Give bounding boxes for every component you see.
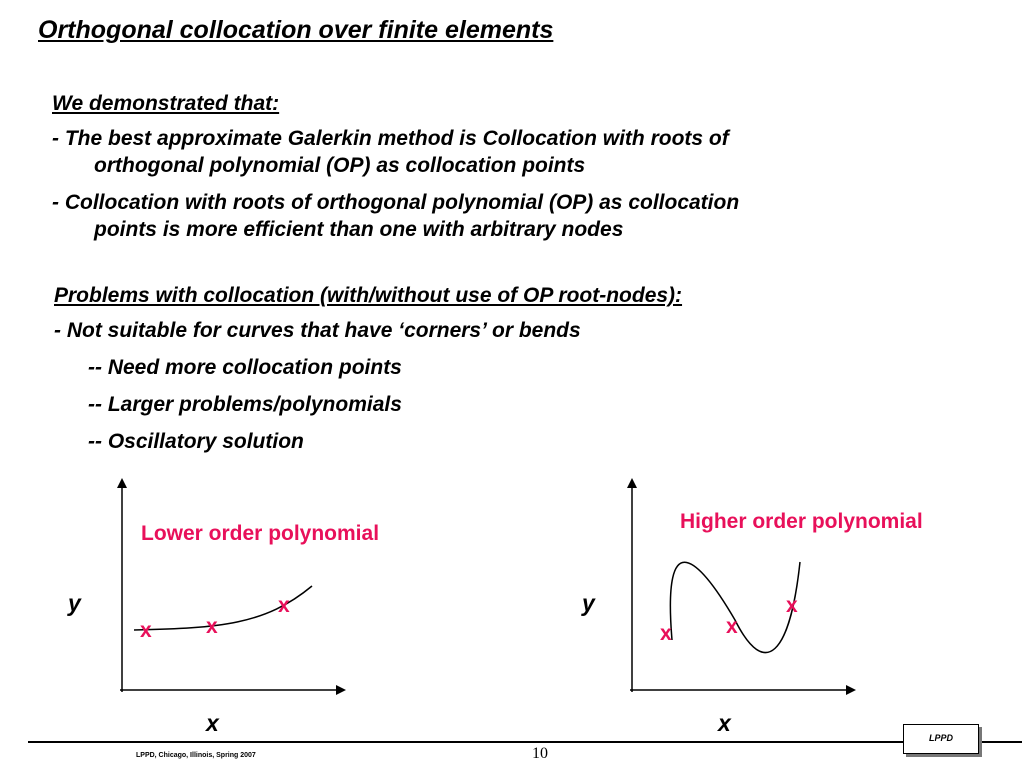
left-plot-label: Lower order polynomial <box>141 522 380 545</box>
left-curve <box>133 585 313 631</box>
right-marker-1: x <box>660 622 672 645</box>
lppd-logo: LPPD <box>903 724 979 754</box>
section-heading-demonstrated: We demonstrated that: <box>52 92 280 115</box>
bullet-corners: - Not suitable for curves that have ‘cor… <box>54 319 581 342</box>
right-marker-3: x <box>786 594 798 617</box>
section-heading-problems: Problems with collocation (with/without … <box>54 284 683 307</box>
left-marker-1: x <box>140 619 152 642</box>
bullet-galerkin-line1: - The best approximate Galerkin method i… <box>52 127 729 150</box>
page-number: 10 <box>532 745 548 762</box>
right-plot-label: Higher order polynomial <box>680 510 923 533</box>
sub-bullet-more-points: -- Need more collocation points <box>88 356 402 379</box>
bullet-efficiency-line1: - Collocation with roots of orthogonal p… <box>52 191 740 214</box>
left-marker-2: x <box>206 615 218 638</box>
slide-title: Orthogonal collocation over finite eleme… <box>38 16 554 44</box>
right-marker-2: x <box>726 615 738 638</box>
lppd-logo-text: LPPD <box>928 733 953 743</box>
right-y-label: y <box>582 590 595 616</box>
left-y-label: y <box>68 590 81 616</box>
right-curve <box>669 561 801 654</box>
left-x-label: x <box>206 710 219 736</box>
bullet-galerkin-line2: orthogonal polynomial (OP) as collocatio… <box>94 154 586 177</box>
left-marker-3: x <box>278 594 290 617</box>
footer-course-info: LPPD, Chicago, Illinois, Spring 2007 <box>136 752 256 759</box>
sub-bullet-oscillatory: -- Oscillatory solution <box>88 430 304 453</box>
bullet-efficiency-line2: points is more efficient than one with a… <box>94 218 624 241</box>
right-x-label: x <box>718 710 731 736</box>
sub-bullet-larger-problems: -- Larger problems/polynomials <box>88 393 402 416</box>
footer-divider <box>28 741 1022 743</box>
